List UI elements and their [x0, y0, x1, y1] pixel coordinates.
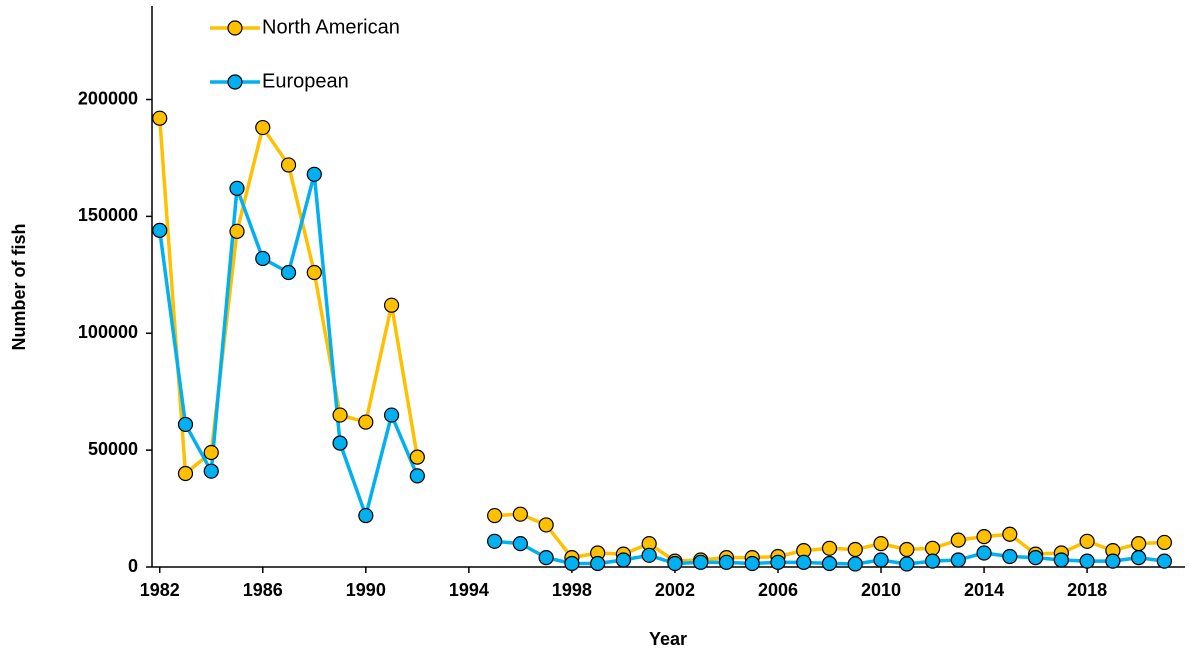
data-point: [1053, 552, 1069, 568]
data-point: [229, 180, 245, 196]
data-point: [487, 533, 503, 549]
data-point: [821, 555, 838, 572]
data-point: [255, 119, 271, 136]
y-tick-label: 200000: [78, 88, 138, 108]
data-point: [899, 541, 915, 558]
data-point: [667, 555, 683, 572]
data-point: [152, 222, 168, 238]
data-point: [280, 157, 297, 173]
data-point: [976, 545, 992, 561]
data-point: [538, 550, 554, 566]
data-point: [203, 444, 219, 461]
data-point: [847, 556, 863, 572]
x-tick-label: 2018: [1067, 580, 1107, 600]
data-point: [177, 416, 194, 433]
data-point: [409, 449, 425, 465]
data-point: [924, 540, 941, 556]
legend-label: European: [262, 70, 349, 92]
y-axis-title: Number of fish: [9, 223, 29, 350]
data-point: [615, 552, 632, 568]
data-point: [821, 540, 838, 556]
data-point: [770, 554, 786, 570]
x-tick-label: 2002: [655, 580, 695, 600]
data-point: [590, 555, 606, 572]
data-point: [332, 435, 348, 451]
data-point: [358, 507, 374, 524]
data-point: [512, 536, 528, 552]
x-tick-label: 2010: [861, 580, 901, 600]
data-point: [1027, 550, 1044, 566]
data-point: [1156, 553, 1172, 569]
data-point: [1002, 526, 1018, 542]
x-tick-label: 1982: [140, 580, 180, 600]
data-point: [255, 250, 271, 267]
data-point: [1105, 553, 1121, 569]
y-tick-label: 100000: [78, 322, 138, 342]
legend-label: North American: [262, 16, 400, 38]
legend-marker: [227, 74, 243, 90]
data-point: [383, 407, 400, 423]
data-point: [796, 554, 812, 570]
data-point: [177, 465, 194, 482]
data-point: [924, 553, 941, 569]
data-point: [512, 506, 528, 522]
data-point: [564, 555, 580, 572]
data-point: [950, 552, 966, 568]
x-tick-label: 2014: [964, 580, 1004, 600]
data-point: [487, 507, 503, 524]
series-line: [157, 172, 1165, 566]
data-point: [641, 547, 657, 563]
x-tick-label: 1994: [449, 580, 489, 600]
data-point: [280, 264, 297, 281]
data-point: [873, 552, 889, 568]
data-point: [538, 517, 554, 533]
data-point: [229, 223, 245, 239]
y-tick-label: 150000: [78, 205, 138, 225]
data-point: [152, 110, 168, 126]
x-tick-label: 2006: [758, 580, 798, 600]
x-tick-label: 1998: [552, 580, 592, 600]
data-point: [1079, 533, 1095, 549]
y-tick-label: 50000: [88, 439, 138, 459]
y-tick-label: 0: [128, 556, 138, 576]
data-point: [409, 468, 425, 484]
x-tick-label: 1990: [346, 580, 386, 600]
data-point: [976, 529, 992, 545]
data-point: [899, 556, 915, 572]
data-point: [203, 463, 219, 479]
x-tick-label: 1986: [243, 580, 283, 600]
data-point: [1131, 550, 1147, 566]
data-point: [1156, 534, 1172, 551]
data-point: [744, 555, 760, 572]
data-point: [332, 407, 348, 423]
data-point: [718, 554, 735, 570]
x-axis-title: Year: [649, 629, 687, 649]
data-point: [873, 536, 889, 552]
data-point: [306, 264, 322, 281]
data-point: [306, 166, 322, 182]
data-point: [1079, 553, 1095, 569]
data-point: [693, 554, 709, 570]
data-point: [1131, 536, 1147, 552]
legend-marker: [227, 20, 243, 36]
data-point: [950, 532, 966, 548]
data-point: [383, 297, 400, 313]
data-point: [1002, 548, 1018, 565]
data-point: [358, 414, 374, 430]
data-point: [847, 541, 863, 558]
